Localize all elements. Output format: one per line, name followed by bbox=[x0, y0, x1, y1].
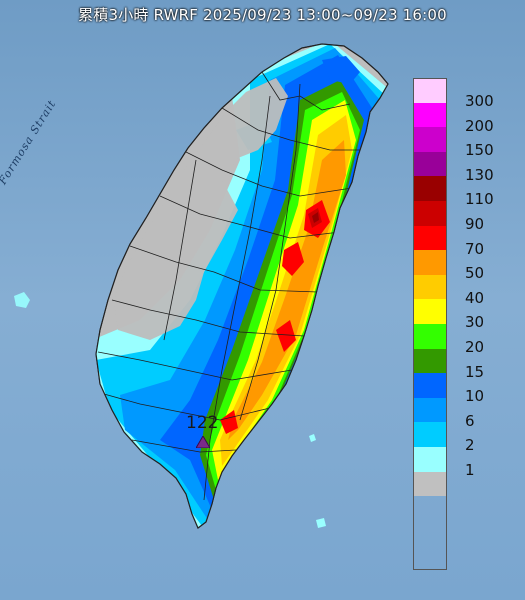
legend-row: 130 bbox=[413, 151, 503, 184]
legend-label: 50 bbox=[465, 264, 485, 283]
legend-row: 1 bbox=[413, 446, 503, 479]
legend-swatch bbox=[413, 151, 447, 177]
legend-label: 150 bbox=[465, 141, 494, 160]
legend-swatch bbox=[413, 274, 447, 300]
legend-swatch bbox=[413, 78, 447, 103]
legend-label: 70 bbox=[465, 239, 485, 258]
county-boundaries bbox=[97, 71, 362, 501]
legend-label: 300 bbox=[465, 92, 494, 110]
legend-swatch bbox=[413, 373, 447, 398]
legend-row: 300 bbox=[413, 78, 503, 110]
legend-label: 40 bbox=[465, 288, 485, 307]
legend-swatch bbox=[413, 200, 447, 226]
penghu-islands bbox=[14, 292, 30, 308]
legend-swatch bbox=[413, 176, 447, 201]
legend-row: 150 bbox=[413, 127, 503, 159]
legend-row: 6 bbox=[413, 397, 503, 430]
legend-label: 20 bbox=[465, 337, 485, 356]
legend-row: 10 bbox=[413, 373, 503, 405]
legend-swatch bbox=[413, 323, 447, 349]
legend-label: 15 bbox=[465, 362, 485, 381]
legend-row: 15 bbox=[413, 348, 503, 381]
orchid-island bbox=[316, 518, 326, 528]
peak-triangle-icon bbox=[196, 436, 210, 448]
legend-swatch bbox=[413, 471, 447, 497]
legend-label: 2 bbox=[465, 436, 475, 455]
legend-label: 6 bbox=[465, 411, 475, 430]
legend-row: 200 bbox=[413, 102, 503, 135]
legend-swatch bbox=[413, 299, 447, 324]
legend-label: 30 bbox=[465, 313, 485, 332]
legend-label: 1 bbox=[465, 460, 475, 479]
legend-label: 130 bbox=[465, 165, 494, 184]
dry-western-plain bbox=[114, 78, 288, 340]
legend-label: 200 bbox=[465, 116, 494, 135]
legend-swatch bbox=[413, 127, 447, 152]
legend-label: 90 bbox=[465, 214, 485, 233]
map-title: 累積3小時 RWRF 2025/09/23 13:00~09/23 16:00 bbox=[78, 6, 447, 24]
legend-swatch bbox=[413, 102, 447, 128]
legend-row: 30 bbox=[413, 299, 503, 331]
legend-swatch bbox=[413, 422, 447, 447]
legend-swatch bbox=[413, 348, 447, 374]
legend-swatch bbox=[413, 446, 447, 472]
rainfall-shading bbox=[96, 44, 388, 528]
legend-row: 50 bbox=[413, 250, 503, 282]
legend-row: 110 bbox=[413, 176, 503, 208]
green-island bbox=[309, 434, 316, 442]
legend-label: 110 bbox=[465, 190, 494, 209]
coastline bbox=[95, 43, 389, 529]
legend-swatch bbox=[413, 250, 447, 275]
legend-row: 70 bbox=[413, 225, 503, 258]
color-legend: 300 200 150 130 110 90 70 50 40 30 20 15 10 6 2 1 bbox=[413, 78, 503, 570]
legend-row bbox=[413, 471, 503, 497]
legend-label: 10 bbox=[465, 387, 485, 406]
legend-row: 90 bbox=[413, 200, 503, 233]
legend-swatch bbox=[413, 225, 447, 251]
legend-row: 20 bbox=[413, 323, 503, 356]
peak-value-label: 122 bbox=[186, 413, 219, 433]
legend-row: 2 bbox=[413, 422, 503, 454]
legend-row: 40 bbox=[413, 274, 503, 307]
legend-swatch bbox=[413, 397, 447, 423]
